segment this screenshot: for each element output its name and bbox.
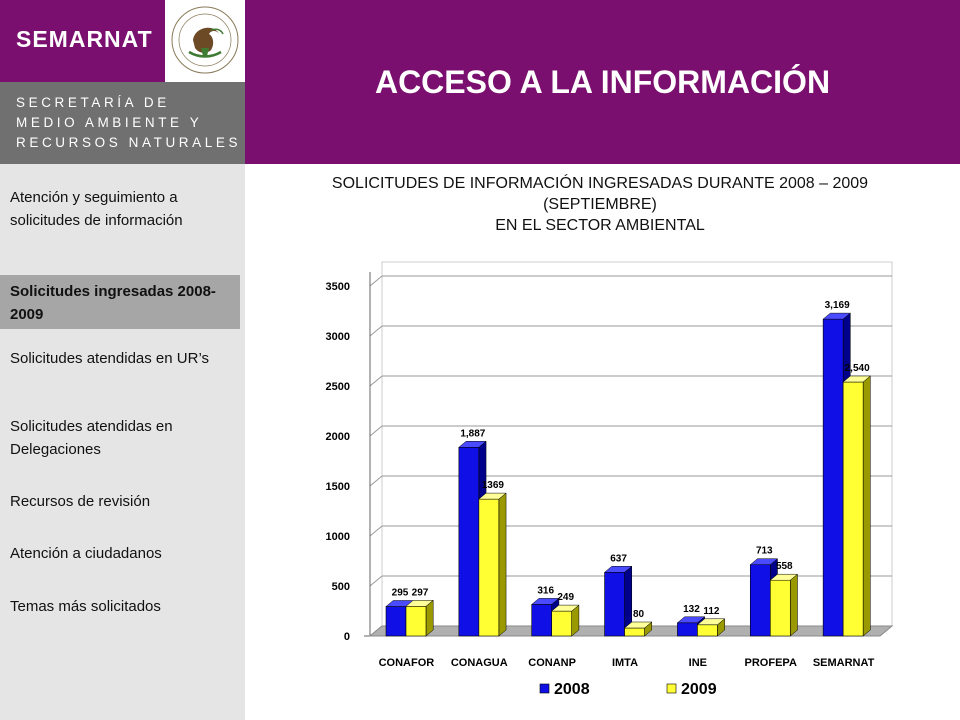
sidebar-item-temas-solicitados[interactable]: Temas más solicitados <box>10 598 161 615</box>
sidebar-item-atendidas-delegaciones[interactable]: Solicitudes atendidas en Delegaciones <box>10 418 173 458</box>
bar-side <box>862 375 871 637</box>
gridline-side <box>369 375 383 387</box>
bar <box>478 498 500 637</box>
data-label: 295 <box>392 588 409 599</box>
bar <box>749 564 771 637</box>
bar <box>604 571 625 637</box>
brand-bar <box>0 0 165 82</box>
legend-swatch <box>539 683 550 694</box>
x-tick-label: CONAGUA <box>451 657 508 669</box>
y-tick-label: 1500 <box>326 481 350 493</box>
bar <box>458 447 480 637</box>
y-tick-label: 2500 <box>326 381 350 393</box>
bar-top <box>623 621 653 629</box>
bar-top <box>478 492 507 500</box>
data-label: 3,169 <box>825 300 850 311</box>
legend-label: 2009 <box>681 681 717 698</box>
data-label: 558 <box>776 561 793 572</box>
bar <box>769 579 791 637</box>
bar <box>822 318 844 637</box>
bar-top <box>405 600 434 607</box>
data-label: 316 <box>537 585 554 596</box>
sidebar-item-atencion-seguimiento[interactable]: Atención y seguimiento a solicitudes de … <box>10 189 183 229</box>
sidebar <box>0 164 245 720</box>
y-tick-label: 0 <box>344 631 350 643</box>
gridline-side <box>369 425 383 437</box>
bar <box>551 610 573 637</box>
bar <box>405 605 427 637</box>
chart-title: SOLICITUDES DE INFORMACIÓN INGRESADAS DU… <box>250 173 950 236</box>
bar-top <box>551 604 580 612</box>
chart-back-wall <box>381 261 893 627</box>
bar-top <box>676 616 706 624</box>
y-tick-label: 500 <box>332 581 350 593</box>
x-tick-label: SEMARNAT <box>813 657 875 669</box>
bar-top <box>842 375 872 383</box>
gridline-side <box>369 525 383 537</box>
bar-top <box>696 618 726 626</box>
x-tick-label: CONANP <box>528 657 576 669</box>
bar <box>697 624 718 637</box>
gridline-side <box>369 475 383 487</box>
brand-logo-text: SEMARNAT <box>16 26 153 52</box>
bar-chart: 0 500 1000 1500 2000 2500 3000 3500 295 297 CONAFO… <box>326 261 894 698</box>
chart-title-line: EN EL SECTOR AMBIENTAL <box>495 217 705 234</box>
y-tick-label: 3500 <box>326 281 350 293</box>
data-label: 249 <box>557 592 574 603</box>
chart-title-line: SOLICITUDES DE INFORMACIÓN INGRESADAS DU… <box>331 175 869 192</box>
bar-top <box>458 441 487 448</box>
sidebar-item-atendidas-urs[interactable]: Solicitudes atendidas en UR’s <box>10 350 210 367</box>
x-tick-label: IMTA <box>612 657 638 669</box>
x-tick-label: PROFEPA <box>745 657 797 669</box>
x-tick-label: INE <box>689 657 707 669</box>
bar-top <box>749 558 779 565</box>
data-label: 132 <box>683 604 700 615</box>
data-label: 297 <box>412 587 429 598</box>
bar-top <box>769 573 799 581</box>
org-line: MEDIO AMBIENTE Y <box>16 115 203 130</box>
bar-top <box>531 598 560 605</box>
sidebar-item-solicitudes-ingresadas[interactable]: Solicitudes ingresadas 2008-2009 <box>10 283 216 323</box>
sidebar-item-atencion-ciudadanos[interactable]: Atención a ciudadanos <box>10 545 162 562</box>
y-tick-label: 2000 <box>326 431 350 443</box>
bar <box>531 604 553 637</box>
data-label: 713 <box>756 546 773 557</box>
bar-top <box>603 566 633 573</box>
y-tick-label: 1000 <box>326 531 350 543</box>
bar <box>624 627 645 637</box>
bar-side <box>498 492 507 637</box>
title-bar <box>245 0 960 164</box>
data-label: 637 <box>610 553 627 564</box>
gridline-side <box>369 575 383 587</box>
bar <box>842 381 864 637</box>
org-line: RECURSOS NATURALES <box>16 135 242 150</box>
org-box <box>0 82 245 164</box>
org-name: SECRETARÍA DE MEDIO AMBIENTE Y RECURSOS … <box>16 93 241 153</box>
data-label: 80 <box>633 609 645 620</box>
y-tick-label: 3000 <box>326 331 350 343</box>
bar-top <box>822 312 852 320</box>
mexican-seal-icon <box>171 6 239 74</box>
bar-side <box>790 573 798 637</box>
legend-label: 2008 <box>554 681 590 698</box>
x-tick-label: CONAFOR <box>379 657 435 669</box>
sidebar-item-recursos-revision[interactable]: Recursos de revisión <box>10 493 151 510</box>
data-label: 112 <box>703 606 720 617</box>
gridline-side <box>369 275 383 287</box>
data-label: 2,540 <box>845 363 870 374</box>
org-line: SECRETARÍA DE <box>16 95 170 110</box>
chart-title-line: (SEPTIEMBRE) <box>543 196 657 213</box>
seal-box <box>165 0 245 82</box>
legend-swatch <box>666 683 677 694</box>
sidebar-active-highlight <box>0 275 240 329</box>
gridline-side <box>369 325 383 337</box>
page-title: ACCESO A LA INFORMACIÓN <box>374 64 831 100</box>
bar <box>385 606 407 637</box>
data-label: 1,887 <box>460 428 485 439</box>
bar <box>677 622 698 637</box>
data-label: 1369 <box>482 480 505 491</box>
